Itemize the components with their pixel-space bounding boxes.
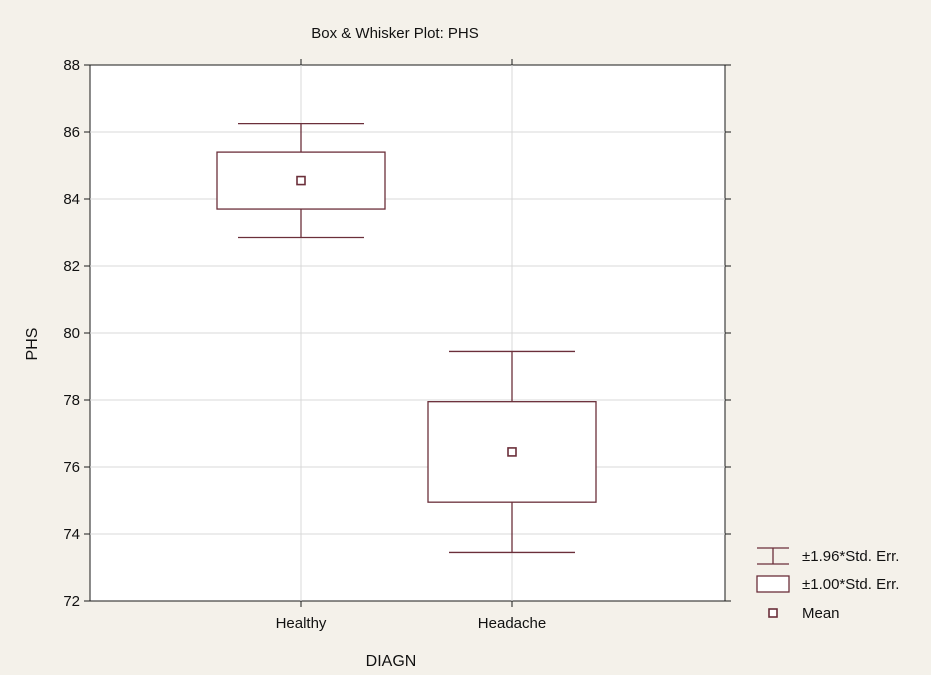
y-tick-label: 74 xyxy=(63,526,80,543)
mean-marker xyxy=(507,447,517,457)
x-tick-label: Headache xyxy=(478,615,546,632)
box-group-headache xyxy=(427,350,597,554)
y-tick-label: 72 xyxy=(63,593,80,610)
y-tick-label: 80 xyxy=(63,325,80,342)
y-tick-label: 78 xyxy=(63,392,80,409)
y-tick-label: 76 xyxy=(63,459,80,476)
legend-label: ±1.00*Std. Err. xyxy=(802,576,899,593)
x-axis-label: DIAGN xyxy=(366,653,417,670)
x-tick-label: Healthy xyxy=(276,615,327,632)
x-axis-ticks: Healthy Headache xyxy=(276,59,546,632)
chart-title: Box & Whisker Plot: PHS xyxy=(311,25,479,42)
legend-item-box: ±1.00*Std. Err. xyxy=(756,575,899,593)
legend-box-symbol xyxy=(756,575,790,593)
y-tick-label: 82 xyxy=(63,258,80,275)
box-group-healthy xyxy=(216,122,386,239)
boxes xyxy=(216,122,597,554)
legend: ±1.96*Std. Err. ±1.00*Std. Err. Mean xyxy=(756,547,899,622)
y-tick-label: 84 xyxy=(63,191,80,208)
legend-item-mean: Mean xyxy=(768,605,840,622)
y-axis-label: PHS xyxy=(24,328,41,361)
legend-mean-symbol xyxy=(768,608,778,618)
y-tick-label: 88 xyxy=(63,57,80,74)
y-tick-label: 86 xyxy=(63,124,80,141)
y-axis-ticks: 72 74 76 78 80 82 84 86 88 xyxy=(63,57,731,610)
legend-item-whisker: ±1.96*Std. Err. xyxy=(757,547,899,565)
mean-marker xyxy=(296,175,306,186)
legend-label: Mean xyxy=(802,605,840,622)
grid xyxy=(90,65,725,601)
legend-label: ±1.96*Std. Err. xyxy=(802,548,899,565)
